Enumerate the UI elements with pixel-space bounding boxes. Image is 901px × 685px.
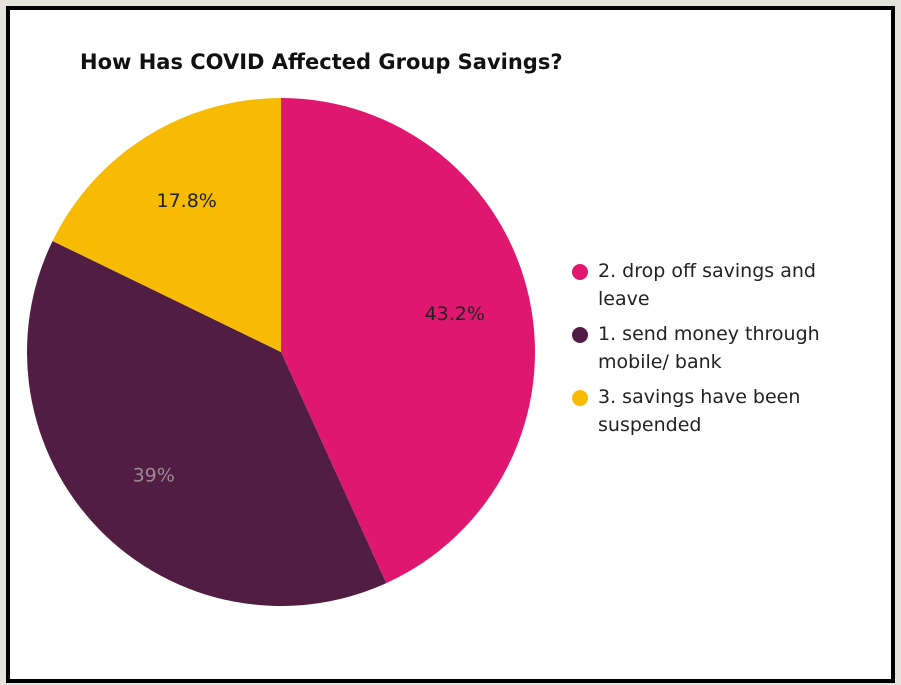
legend-swatch <box>572 327 588 343</box>
pie-slice <box>281 98 535 584</box>
legend-label: 3. savings have been suspended <box>598 386 801 436</box>
legend-label: 1. send money through mobile/ bank <box>598 323 820 373</box>
pie-chart: 43.2% 39% 17.8% <box>26 98 535 606</box>
legend-item-send-money: 1. send money through mobile/ bank <box>572 320 872 376</box>
pie-slice <box>26 240 387 606</box>
legend-swatch <box>572 264 588 280</box>
pie-slice <box>52 98 281 352</box>
slice-data-label: 17.8% <box>156 190 216 212</box>
legend-item-drop-off: 2. drop off savings and leave <box>572 257 872 313</box>
legend-swatch <box>572 390 588 406</box>
slice-data-label: 43.2% <box>425 303 485 325</box>
slice-data-label: 39% <box>133 465 175 487</box>
legend-label: 2. drop off savings and leave <box>598 260 816 310</box>
chart-frame: How Has COVID Affected Group Savings? 43… <box>6 6 895 683</box>
chart-title: How Has COVID Affected Group Savings? <box>80 50 563 74</box>
legend-item-suspended: 3. savings have been suspended <box>572 383 872 439</box>
chart-legend: 2. drop off savings and leave 1. send mo… <box>572 257 872 446</box>
